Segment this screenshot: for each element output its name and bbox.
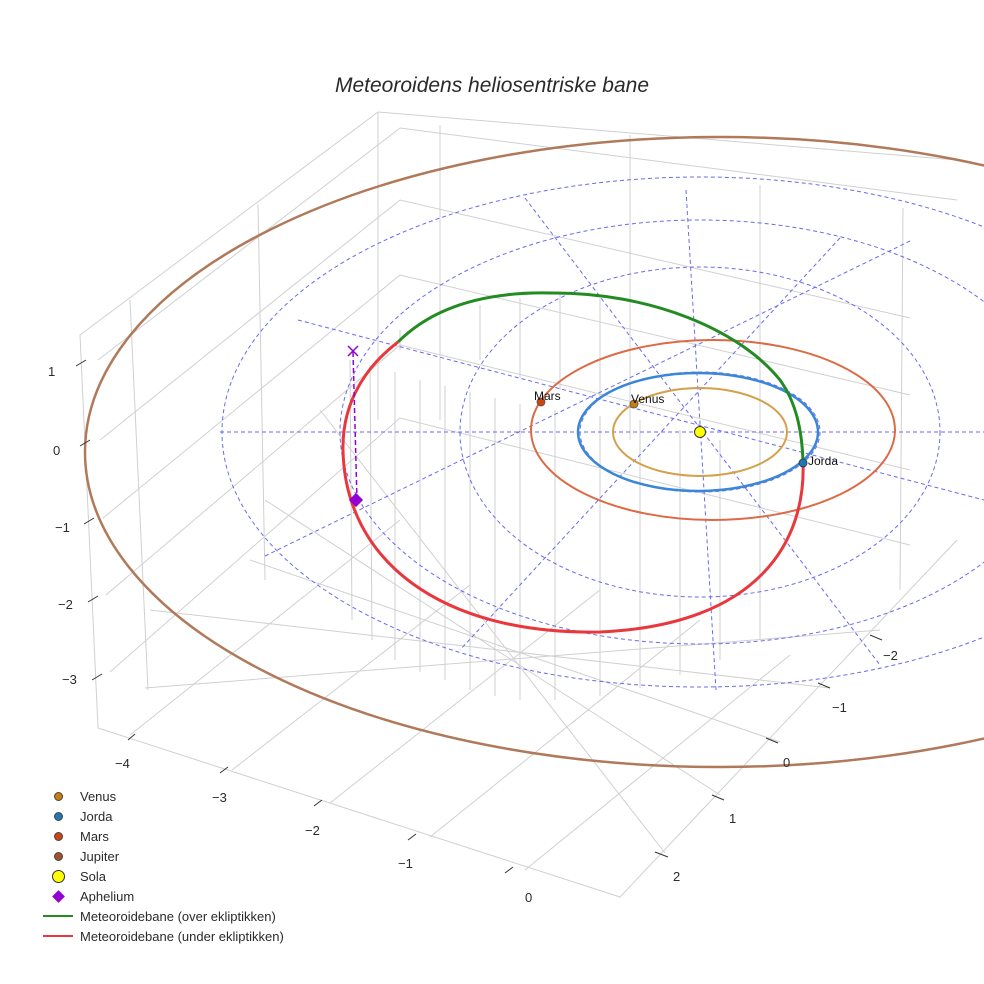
red-line-icon — [43, 935, 73, 937]
y-tick: 0 — [783, 755, 791, 770]
z-tick: 0 — [53, 443, 61, 458]
venus-marker — [629, 399, 639, 409]
aphelion-projection-cross-icon — [347, 345, 359, 357]
x-tick: −4 — [115, 756, 130, 771]
earth-marker — [798, 458, 808, 468]
diamond-icon — [51, 889, 65, 903]
y-tick: 2 — [673, 869, 681, 884]
meteoroid-orbit-above — [396, 291, 805, 463]
aphelion-projection-line — [352, 351, 358, 501]
aphelion-diamond-icon — [348, 492, 364, 508]
ecliptic-reference-grid — [220, 176, 984, 691]
venus-label: Venus — [631, 392, 665, 406]
chart-title: Meteoroidens heliosentriske bane — [334, 74, 650, 97]
sun-marker — [694, 426, 706, 438]
drop-lines — [349, 295, 761, 700]
x-tick: −2 — [305, 823, 320, 838]
z-tick: −3 — [62, 672, 77, 687]
legend-item-mars[interactable]: Mars — [36, 826, 284, 846]
mars-orbit — [530, 339, 896, 521]
y-tick: −2 — [883, 648, 898, 663]
jorda-dot-icon — [53, 811, 63, 821]
x-tick: −3 — [212, 790, 227, 805]
legend-item-orbit-above[interactable]: Meteoroidebane (over ekliptikken) — [36, 906, 284, 926]
legend-item-orbit-below[interactable]: Meteoroidebane (under ekliptikken) — [36, 926, 284, 946]
z-tick: −1 — [55, 520, 70, 535]
legend-item-aphelium[interactable]: Aphelium — [36, 886, 284, 906]
mars-dot-icon — [53, 831, 63, 841]
legend: Venus Jorda Mars Jupiter Sola Aphelium M… — [36, 786, 284, 946]
green-line-icon — [43, 915, 73, 917]
legend-item-sola[interactable]: Sola — [36, 866, 284, 886]
mars-marker — [536, 397, 546, 407]
legend-item-jorda[interactable]: Jorda — [36, 806, 284, 826]
earth-orbit — [576, 371, 820, 493]
sun-circle-icon — [51, 869, 65, 883]
jupiter-dot-icon — [53, 851, 63, 861]
jupiter-orbit — [83, 135, 984, 769]
jorda-label: Jorda — [808, 454, 839, 468]
legend-item-venus[interactable]: Venus — [36, 786, 284, 806]
y-tick: 1 — [729, 811, 737, 826]
axis-box — [79, 111, 958, 898]
legend-item-jupiter[interactable]: Jupiter — [36, 846, 284, 866]
meteoroid-orbit-below — [341, 340, 805, 634]
z-tick: −2 — [58, 597, 73, 612]
y-tick: −1 — [832, 700, 847, 715]
mars-label: Mars — [534, 389, 561, 403]
venus-dot-icon — [53, 791, 63, 801]
x-tick: −1 — [398, 856, 413, 871]
venus-orbit — [612, 387, 788, 477]
z-tick: 1 — [48, 364, 56, 379]
x-tick: 0 — [525, 890, 533, 905]
